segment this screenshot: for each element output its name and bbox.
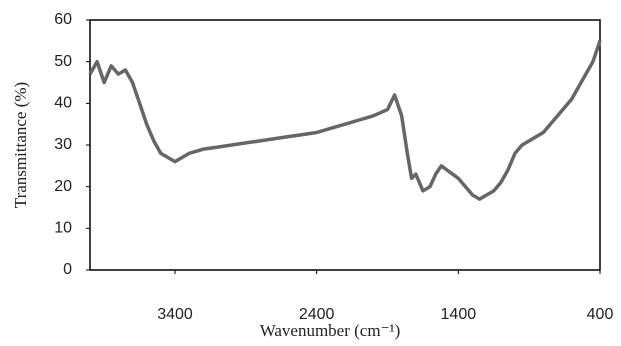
y-tick-label: 60	[54, 11, 72, 28]
y-tick-label: 20	[54, 178, 72, 195]
y-axis-label: Transmittance (%)	[11, 82, 30, 208]
x-tick-label: 1400	[441, 306, 477, 323]
x-tick-label: 3400	[157, 306, 193, 323]
y-tick-label: 30	[54, 136, 72, 153]
spectrum-line	[88, 40, 602, 201]
y-tick-label: 10	[54, 220, 72, 237]
y-tick-label: 0	[63, 261, 72, 278]
y-tick-label: 50	[54, 53, 72, 70]
x-axis-label: Wavenumber (cm⁻¹)	[260, 321, 401, 340]
x-tick-label: 400	[587, 306, 614, 323]
x-tick-label: 2400	[299, 306, 335, 323]
y-tick-label: 40	[54, 95, 72, 112]
